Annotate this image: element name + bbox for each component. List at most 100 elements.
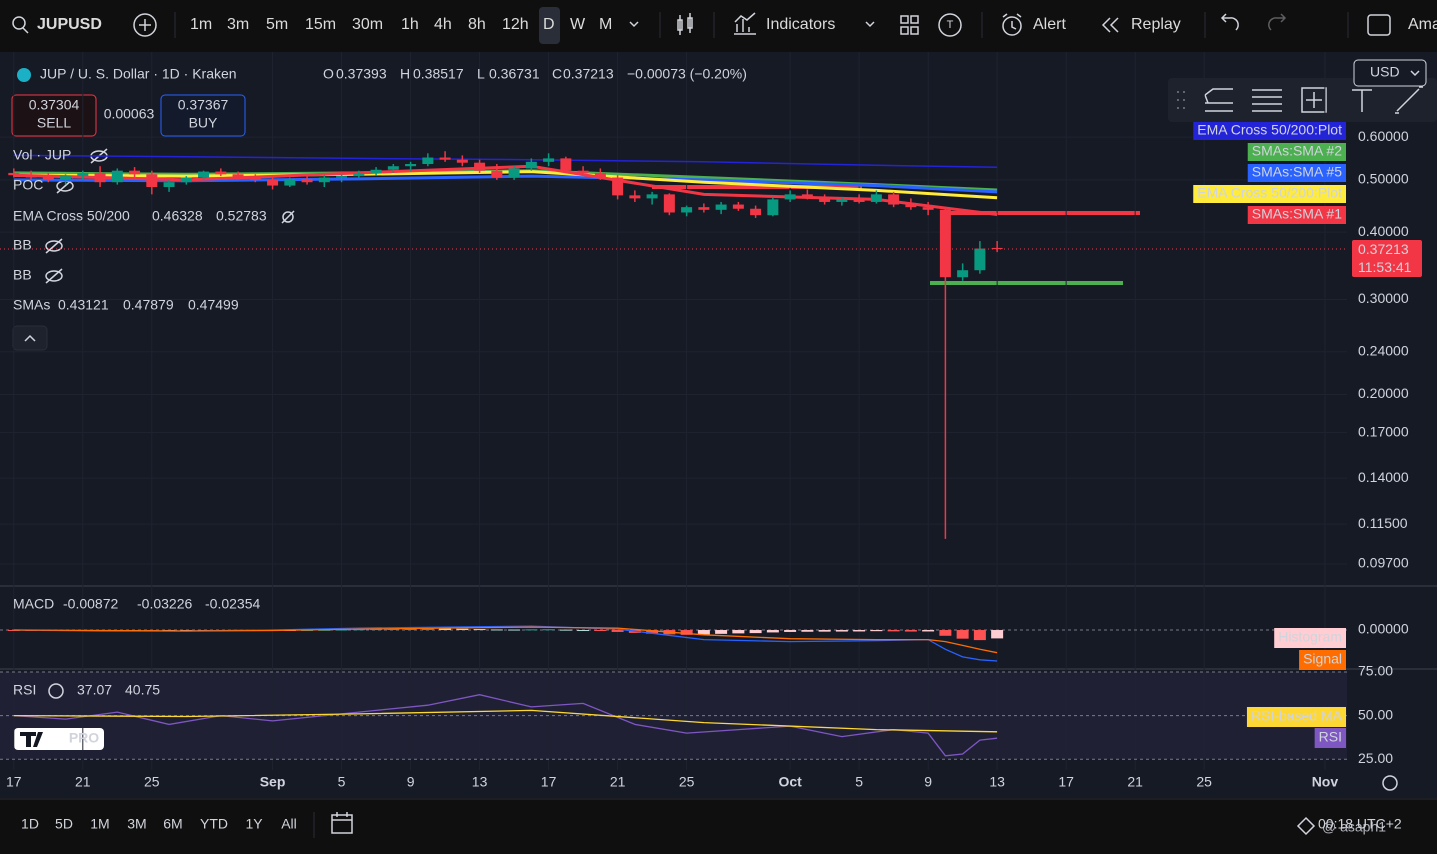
x-tick-label: 17 bbox=[1058, 774, 1074, 790]
candle-body bbox=[353, 172, 365, 177]
histogram-bar bbox=[973, 630, 986, 641]
interval[interactable]: 30m bbox=[352, 16, 383, 33]
histogram-bar bbox=[784, 630, 797, 632]
interval[interactable]: 4h bbox=[434, 16, 452, 33]
interval[interactable]: 3m bbox=[227, 16, 249, 33]
chevron[interactable] bbox=[865, 21, 875, 28]
range-button[interactable]: 5D bbox=[55, 816, 73, 832]
range-button[interactable]: 1D bbox=[21, 816, 39, 832]
interval[interactable]: W bbox=[570, 16, 586, 33]
candle-body bbox=[698, 207, 710, 210]
candle-body bbox=[888, 194, 900, 205]
chart-type-icon[interactable] bbox=[677, 13, 693, 35]
drawing-tools[interactable] bbox=[1177, 86, 1423, 114]
sell-button[interactable] bbox=[11, 94, 97, 137]
y-tick-label: 50.00 bbox=[1358, 706, 1393, 722]
undo-icon[interactable] bbox=[1220, 13, 1239, 31]
fullscreen-icon[interactable] bbox=[1367, 14, 1391, 36]
candle-body bbox=[249, 177, 261, 180]
candle-body bbox=[577, 170, 589, 173]
buy-button[interactable] bbox=[160, 94, 246, 137]
chart-title: JUP / U. S. Dollar · 1D · Kraken bbox=[40, 66, 237, 82]
candle-body bbox=[111, 170, 123, 183]
interval[interactable]: 8h bbox=[468, 16, 486, 33]
series-label-bg bbox=[1247, 206, 1346, 224]
search-icon[interactable] bbox=[12, 16, 26, 30]
candle-body bbox=[336, 176, 348, 178]
collapse-button[interactable] bbox=[12, 325, 48, 351]
y-tick-label: 0.14000 bbox=[1358, 469, 1409, 485]
candle-body bbox=[146, 174, 158, 187]
ohlc-value: 0.37393 bbox=[336, 66, 387, 82]
histogram-bar bbox=[715, 630, 728, 634]
range-button[interactable]: 1Y bbox=[245, 816, 263, 832]
range-button[interactable]: YTD bbox=[200, 816, 228, 832]
alert-icon[interactable] bbox=[1002, 16, 1022, 36]
signal-line bbox=[13, 626, 998, 654]
ohlc-key: L bbox=[477, 66, 485, 82]
histogram-bar bbox=[542, 629, 555, 631]
redo-icon[interactable] bbox=[1268, 13, 1287, 31]
y-tick-label: 75.00 bbox=[1358, 663, 1393, 679]
interval[interactable]: 1h bbox=[401, 16, 419, 33]
add-symbol[interactable] bbox=[133, 13, 157, 37]
range-button[interactable]: 3M bbox=[127, 816, 146, 832]
symbol[interactable]: JUPUSD bbox=[37, 16, 102, 33]
series-label-bg bbox=[1193, 122, 1346, 140]
series-label: Histogram bbox=[1278, 629, 1342, 645]
interval[interactable]: M bbox=[599, 16, 612, 33]
candle-body bbox=[8, 172, 20, 176]
candle-body bbox=[543, 158, 555, 162]
chevron[interactable] bbox=[629, 21, 639, 28]
sell-price[interactable]: 0.37304 bbox=[29, 97, 80, 113]
layouts-icon[interactable] bbox=[900, 15, 919, 35]
axis-settings[interactable] bbox=[1382, 775, 1398, 791]
candle-body bbox=[836, 199, 848, 202]
add-symbol-icon bbox=[139, 19, 151, 31]
histogram-bar bbox=[387, 628, 400, 631]
buy-price[interactable]: 0.37367 bbox=[178, 97, 229, 113]
interval[interactable]: D bbox=[543, 16, 555, 33]
indicators-button[interactable]: Indicators bbox=[766, 16, 835, 33]
replay-icon[interactable] bbox=[1101, 17, 1119, 33]
ema-fast-value: 0.46328 bbox=[152, 208, 203, 224]
clock: 00:18 UTC+2 bbox=[1318, 816, 1402, 832]
range-button[interactable]: 6M bbox=[163, 816, 182, 832]
x-tick-label: 13 bbox=[989, 774, 1005, 790]
candle-body bbox=[870, 194, 882, 202]
interval[interactable]: 12h bbox=[502, 16, 529, 33]
ema-slow-value: 0.52783 bbox=[216, 208, 267, 224]
currency-select[interactable] bbox=[1353, 59, 1427, 87]
interval[interactable]: 5m bbox=[266, 16, 288, 33]
account[interactable]: Ama bbox=[1408, 16, 1437, 33]
interval[interactable]: 15m bbox=[305, 16, 336, 33]
replay-button[interactable]: Replay bbox=[1131, 16, 1181, 33]
candle-body bbox=[180, 177, 192, 183]
range-button[interactable]: 1M bbox=[90, 816, 109, 832]
histogram-bar bbox=[370, 629, 383, 631]
alert-button[interactable]: Alert bbox=[1033, 16, 1066, 33]
x-tick-label: 21 bbox=[610, 774, 626, 790]
symbol-logo bbox=[17, 68, 31, 82]
candle-body bbox=[387, 166, 399, 170]
histogram-bar bbox=[525, 629, 538, 631]
indicators-icon[interactable] bbox=[734, 12, 756, 35]
logo bbox=[14, 728, 104, 750]
range-button[interactable]: All bbox=[281, 816, 297, 832]
indicator-name: SMAs bbox=[13, 297, 50, 313]
buy-label[interactable]: BUY bbox=[189, 115, 218, 131]
interval[interactable]: 1m bbox=[190, 16, 212, 33]
sell-label[interactable]: SELL bbox=[37, 115, 71, 131]
candle-body bbox=[767, 199, 779, 216]
trade-icon[interactable] bbox=[938, 13, 962, 37]
histogram-bar bbox=[577, 630, 590, 632]
candle-body bbox=[646, 194, 658, 199]
rsi-settings-icon[interactable] bbox=[48, 683, 64, 699]
x-tick-label: 9 bbox=[924, 774, 932, 790]
ohlc-value: 0.38517 bbox=[413, 66, 464, 82]
histogram-bar bbox=[870, 630, 883, 632]
rsi-line bbox=[13, 694, 998, 757]
trade-icon-glyph: T bbox=[947, 19, 954, 31]
currency: USD bbox=[1370, 64, 1400, 80]
date-range-icon[interactable] bbox=[331, 812, 353, 834]
